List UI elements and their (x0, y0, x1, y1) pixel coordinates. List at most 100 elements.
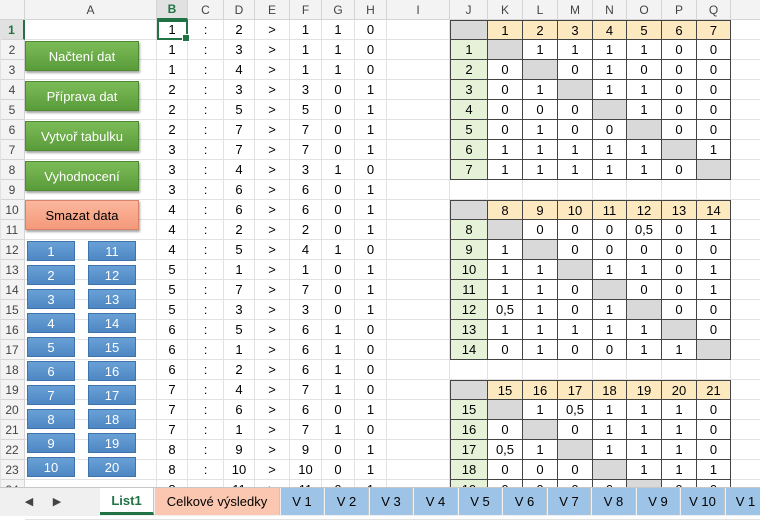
matrix-result-cell[interactable]: 0 (697, 80, 731, 100)
row-header[interactable]: 16 (0, 320, 25, 340)
round-11-button[interactable]: 11 (88, 241, 136, 261)
row-header[interactable]: 22 (0, 440, 25, 460)
data-cell[interactable]: 7 (290, 140, 322, 160)
data-cell[interactable]: 6 (157, 360, 188, 380)
data-cell[interactable]: 0 (355, 320, 387, 340)
matrix-result-cell[interactable]: 1 (627, 40, 662, 60)
matrix-result-cell[interactable]: 1 (627, 140, 662, 160)
matrix-result-cell[interactable]: 1 (593, 260, 627, 280)
matrix-result-cell[interactable]: 1 (488, 320, 523, 340)
matrix-diagonal-cell[interactable] (558, 440, 593, 460)
matrix-result-cell[interactable]: 1 (523, 300, 558, 320)
round-20-button[interactable]: 20 (88, 457, 136, 477)
matrix-result-cell[interactable]: 1 (697, 460, 731, 480)
matrix-result-cell[interactable]: 0 (558, 100, 593, 120)
data-cell[interactable]: 1 (322, 40, 355, 60)
data-cell[interactable]: > (255, 220, 290, 240)
column-header-p[interactable]: P (662, 0, 697, 20)
matrix-result-cell[interactable]: 1 (697, 260, 731, 280)
data-cell[interactable]: : (188, 100, 224, 120)
matrix-result-cell[interactable]: 0 (662, 120, 697, 140)
data-cell[interactable]: 2 (290, 220, 322, 240)
row-header[interactable]: 14 (0, 280, 25, 300)
row-header[interactable]: 18 (0, 360, 25, 380)
matrix-result-cell[interactable]: 0 (593, 120, 627, 140)
matrix-result-cell[interactable]: 1 (662, 400, 697, 420)
matrix-result-cell[interactable]: 0 (662, 220, 697, 240)
round-19-button[interactable]: 19 (88, 433, 136, 453)
data-cell[interactable]: 5 (290, 100, 322, 120)
data-cell[interactable]: 1 (355, 280, 387, 300)
round-5-button[interactable]: 5 (27, 337, 75, 357)
data-cell[interactable]: : (188, 300, 224, 320)
matrix-result-cell[interactable]: 0 (488, 120, 523, 140)
matrix-result-cell[interactable]: 1 (593, 440, 627, 460)
column-header-q[interactable]: Q (697, 0, 731, 20)
matrix-diagonal-cell[interactable] (662, 320, 697, 340)
matrix-result-cell[interactable]: 1 (662, 440, 697, 460)
data-cell[interactable]: 0 (322, 200, 355, 220)
data-cell[interactable]: 1 (224, 260, 255, 280)
data-cell[interactable]: 6 (290, 360, 322, 380)
data-cell[interactable]: 2 (224, 20, 255, 40)
data-cell[interactable]: 4 (290, 240, 322, 260)
data-cell[interactable]: 0 (322, 140, 355, 160)
matrix-result-cell[interactable]: 0 (523, 100, 558, 120)
matrix-diagonal-cell[interactable] (662, 140, 697, 160)
data-cell[interactable]: 4 (224, 160, 255, 180)
matrix-result-cell[interactable]: 1 (593, 40, 627, 60)
matrix-result-cell[interactable]: 0 (697, 420, 731, 440)
matrix-result-cell[interactable]: 0,5 (488, 300, 523, 320)
matrix-result-cell[interactable]: 1 (627, 420, 662, 440)
data-cell[interactable]: : (188, 240, 224, 260)
data-cell[interactable]: 7 (290, 420, 322, 440)
data-cell[interactable]: 1 (355, 80, 387, 100)
row-header[interactable]: 8 (0, 160, 25, 180)
select-all-corner[interactable] (0, 0, 25, 20)
round-4-button[interactable]: 4 (27, 313, 75, 333)
matrix-result-cell[interactable]: 1 (593, 320, 627, 340)
column-header-g[interactable]: G (322, 0, 355, 20)
matrix-result-cell[interactable]: 0 (662, 60, 697, 80)
matrix-result-cell[interactable]: 1 (627, 80, 662, 100)
data-cell[interactable]: 0 (355, 360, 387, 380)
column-header-e[interactable]: E (255, 0, 290, 20)
data-cell[interactable]: > (255, 420, 290, 440)
data-cell[interactable]: > (255, 160, 290, 180)
data-cell[interactable]: > (255, 120, 290, 140)
data-cell[interactable]: 4 (224, 60, 255, 80)
data-cell[interactable]: 1 (224, 420, 255, 440)
data-cell[interactable]: 5 (157, 260, 188, 280)
data-cell[interactable]: 0 (355, 420, 387, 440)
row-header[interactable]: 10 (0, 200, 25, 220)
data-cell[interactable]: 3 (224, 40, 255, 60)
data-cell[interactable]: 1 (157, 40, 188, 60)
matrix-result-cell[interactable]: 0 (697, 240, 731, 260)
matrix-result-cell[interactable]: 0 (662, 240, 697, 260)
round-18-button[interactable]: 18 (88, 409, 136, 429)
matrix-result-cell[interactable]: 1 (627, 320, 662, 340)
matrix-result-cell[interactable]: 0 (662, 80, 697, 100)
matrix-result-cell[interactable]: 0 (593, 240, 627, 260)
data-cell[interactable]: 3 (157, 160, 188, 180)
column-header-h[interactable]: H (355, 0, 387, 20)
row-header[interactable]: 13 (0, 260, 25, 280)
column-header-b[interactable]: B (157, 0, 188, 20)
matrix-result-cell[interactable]: 0 (488, 60, 523, 80)
sheet-tab[interactable]: V 6 (503, 488, 547, 515)
sheet-tab[interactable]: V 7 (548, 488, 591, 515)
round-6-button[interactable]: 6 (27, 361, 75, 381)
data-cell[interactable]: 5 (224, 100, 255, 120)
data-cell[interactable]: > (255, 280, 290, 300)
matrix-result-cell[interactable]: 1 (558, 160, 593, 180)
matrix-diagonal-cell[interactable] (523, 240, 558, 260)
data-cell[interactable]: 3 (224, 300, 255, 320)
matrix-result-cell[interactable]: 1 (697, 140, 731, 160)
data-cell[interactable]: 7 (157, 420, 188, 440)
data-cell[interactable]: > (255, 180, 290, 200)
matrix-result-cell[interactable]: 0 (558, 220, 593, 240)
data-cell[interactable]: > (255, 40, 290, 60)
row-header[interactable]: 4 (0, 80, 25, 100)
matrix-result-cell[interactable]: 0 (593, 220, 627, 240)
column-header-a[interactable]: A (25, 0, 157, 20)
